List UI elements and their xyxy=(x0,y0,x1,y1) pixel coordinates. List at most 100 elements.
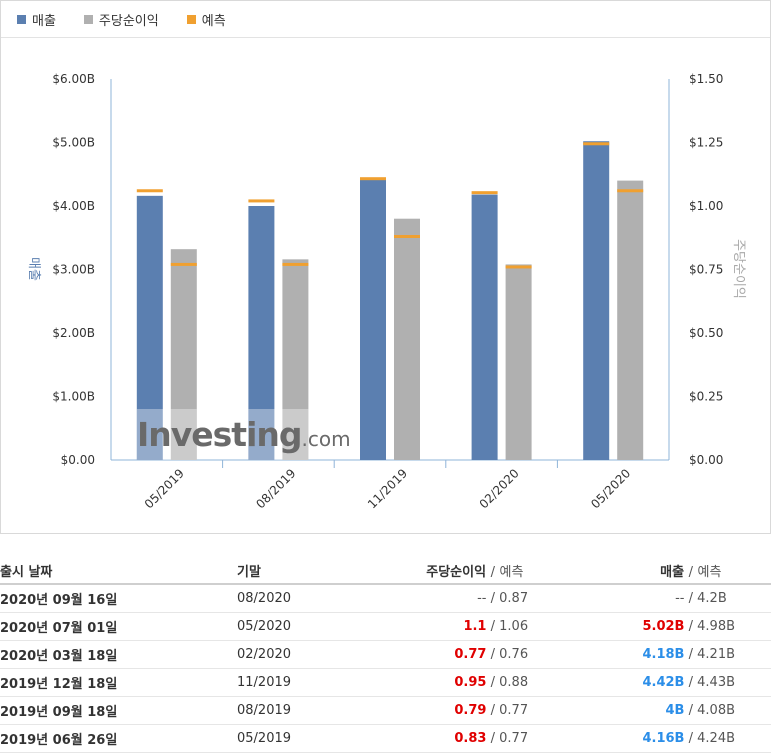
cell-period: 02/2020 xyxy=(237,640,357,669)
y-right-tick-label: $1.00 xyxy=(689,199,723,213)
y-left-tick-label: $4.00B xyxy=(52,199,95,213)
table-header-row: 출시 날짜 기말 주당순이익 / 예측 매출 / 예측 xyxy=(0,557,771,585)
investing-logo: Investing .com xyxy=(137,415,351,454)
y-left-tick-label: $0.00 xyxy=(61,453,95,467)
table-row: 2020년 07월 01일 05/2020 1.1 / 1.06 5.02B / 4.… xyxy=(0,612,771,641)
y-right-tick-label: $0.75 xyxy=(689,263,723,277)
cell-eps-forecast: 1.06 xyxy=(495,612,575,641)
header-eps[interactable]: 주당순이익 / xyxy=(357,557,495,585)
revenue-separator: / xyxy=(688,703,693,718)
header-revenue[interactable]: 매출 / xyxy=(575,557,693,585)
legend-item-eps[interactable]: 주당순이익 xyxy=(83,10,159,29)
cell-release-date: 2019년 12월 18일 xyxy=(0,668,237,697)
cell-revenue: 5.02B / xyxy=(575,612,693,641)
y-right-tick-label: $1.50 xyxy=(689,72,723,86)
x-tick-label: 02/2020 xyxy=(477,466,522,511)
revenue-bar xyxy=(248,206,275,460)
cell-release-date: 2020년 07월 01일 xyxy=(0,612,237,641)
eps-separator: / xyxy=(490,703,495,718)
cell-eps-forecast: 0.76 xyxy=(495,640,575,669)
header-period[interactable]: 기말 xyxy=(237,557,357,585)
cell-eps-forecast: 0.77 xyxy=(495,696,575,725)
y-left-tick-label: $3.00B xyxy=(52,263,95,277)
y-left-tick-label: $5.00B xyxy=(52,136,95,150)
eps-forecast-marker xyxy=(282,262,309,266)
eps-actual: 0.95 xyxy=(454,675,487,690)
legend-label-eps: 주당순이익 xyxy=(98,13,159,29)
legend-item-forecast[interactable]: 예측 xyxy=(186,10,226,29)
earnings-table: 출시 날짜 기말 주당순이익 / 예측 매출 / 예측 2020년 09월 16… xyxy=(0,557,771,753)
table-row: 2020년 09월 16일 08/2020 -- / 0.87 -- / 4.2B xyxy=(0,584,771,613)
cell-eps: 0.95 / xyxy=(357,668,495,697)
eps-separator: / xyxy=(490,647,495,662)
cell-eps-forecast: 0.77 xyxy=(495,724,575,753)
eps-actual: 0.77 xyxy=(454,647,487,662)
revenue-separator: / xyxy=(688,647,693,662)
y-right-tick-label: $1.25 xyxy=(689,136,723,150)
revenue-separator: / xyxy=(688,675,693,690)
header-eps-forecast: 예측 xyxy=(495,557,575,585)
revenue-forecast-marker xyxy=(583,142,610,146)
y-right-tick-label: $0.25 xyxy=(689,390,723,404)
revenue-bar xyxy=(136,195,163,460)
cell-period: 11/2019 xyxy=(237,668,357,697)
eps-actual: 0.79 xyxy=(454,703,487,718)
legend-swatch-revenue xyxy=(17,14,26,24)
cell-eps-forecast: 0.87 xyxy=(495,584,575,613)
cell-revenue-forecast: 4.98B xyxy=(693,612,771,641)
eps-actual: -- xyxy=(477,591,487,606)
legend-item-revenue[interactable]: 매출 xyxy=(17,10,56,29)
y-left-tick-label: $1.00B xyxy=(52,390,95,404)
revenue-actual: 5.02B xyxy=(642,619,685,634)
legend-swatch-forecast xyxy=(186,14,196,24)
eps-bar xyxy=(170,249,197,460)
cell-eps: 1.1 / xyxy=(357,612,495,641)
y-right-tick-label: $0.00 xyxy=(689,453,723,467)
cell-revenue: 4.16B / xyxy=(575,724,693,753)
header-revenue-forecast: 예측 xyxy=(693,557,771,585)
cell-revenue-forecast: 4.43B xyxy=(693,668,771,697)
revenue-forecast-marker xyxy=(360,177,386,181)
revenue-bar xyxy=(471,194,498,460)
eps-bar xyxy=(394,218,420,460)
y-left-tick-label: $2.00B xyxy=(52,326,95,340)
revenue-actual: -- xyxy=(675,591,685,606)
cell-period: 05/2020 xyxy=(237,612,357,641)
cell-revenue: 4.18B / xyxy=(575,640,693,669)
eps-separator: / xyxy=(490,675,495,690)
table-row: 2019년 12월 18일 11/2019 0.95 / 0.88 4.42B / 4… xyxy=(0,668,771,697)
watermark-overlay xyxy=(248,409,309,460)
cell-eps: -- / xyxy=(357,584,495,613)
x-tick-label: 08/2019 xyxy=(253,466,298,511)
cell-eps-forecast: 0.88 xyxy=(495,668,575,697)
chart-legend: 매출 주당순이익 예측 xyxy=(1,1,770,38)
revenue-actual: 4.42B xyxy=(642,675,685,690)
cell-eps: 0.83 / xyxy=(357,724,495,753)
x-tick-label: 05/2019 xyxy=(142,466,187,511)
cell-revenue-forecast: 4.24B xyxy=(693,724,771,753)
header-release-date[interactable]: 출시 날짜 xyxy=(0,557,237,585)
cell-release-date: 2019년 06월 26일 xyxy=(0,724,237,753)
eps-forecast-marker xyxy=(505,265,532,269)
eps-separator: / xyxy=(490,591,495,606)
cell-eps: 0.79 / xyxy=(357,696,495,725)
eps-actual: 1.1 xyxy=(463,619,487,634)
eps-forecast-marker xyxy=(617,189,644,193)
cell-period: 08/2019 xyxy=(237,696,357,725)
legend-label-revenue: 매출 xyxy=(32,13,56,29)
revenue-forecast-marker xyxy=(136,189,163,193)
revenue-forecast-marker xyxy=(471,191,498,195)
revenue-bar xyxy=(583,141,610,461)
earnings-chart: 매출 주당순이익 예측 $0.00 $1.00B $2.00B $3.00B $4.00… xyxy=(0,0,771,534)
table-row: 2019년 06월 26일 05/2019 0.83 / 0.77 4.16B / 4… xyxy=(0,724,771,753)
y-right-axis-title: 주당순이익 xyxy=(731,239,746,299)
cell-period: 05/2019 xyxy=(237,724,357,753)
revenue-bar xyxy=(360,179,386,460)
y-left-axis-title: 매출 xyxy=(26,257,41,281)
legend-swatch-eps xyxy=(83,14,93,24)
cell-release-date: 2020년 03월 18일 xyxy=(0,640,237,669)
cell-period: 08/2020 xyxy=(237,584,357,613)
eps-bar xyxy=(505,264,532,460)
watermark-overlay xyxy=(136,409,197,460)
x-tick-label: 11/2019 xyxy=(365,466,410,511)
